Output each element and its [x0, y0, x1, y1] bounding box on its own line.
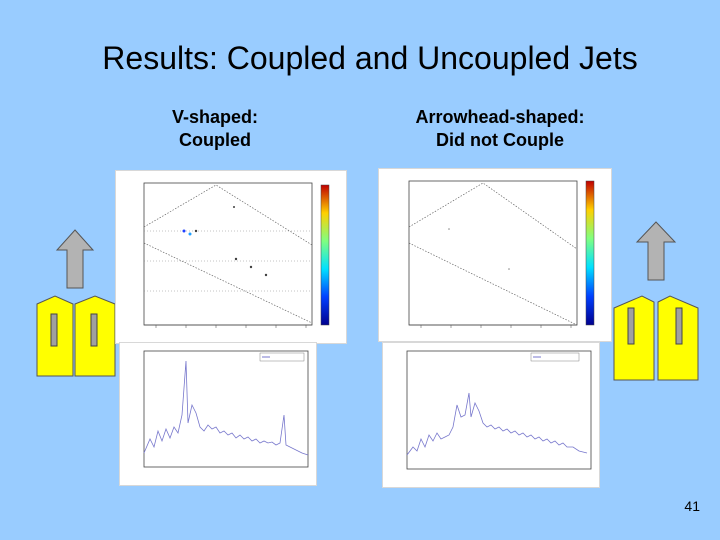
left-bispectrum-image: [115, 170, 347, 344]
page-number: 41: [684, 498, 700, 514]
nozzle-icon: [36, 295, 116, 377]
right-spectrum-image: [382, 342, 600, 488]
up-arrow-icon: [635, 221, 677, 281]
right-bispectrum-image: [378, 168, 612, 342]
v-shaped-coupled-label: V-shaped: Coupled: [160, 106, 270, 152]
v-shaped-coupled-text: V-shaped: Coupled: [171, 107, 259, 150]
left-spectrum-image: [119, 342, 317, 486]
arrowhead-shaped-text: Arrowhead-shaped: Did not Couple: [415, 107, 585, 150]
arrowhead-shaped-label: Arrowhead-shaped: Did not Couple: [400, 106, 600, 152]
up-arrow-icon: [55, 229, 95, 289]
nozzle-icon: [613, 295, 699, 381]
slide-title: Results: Coupled and Uncoupled Jets: [102, 40, 638, 76]
